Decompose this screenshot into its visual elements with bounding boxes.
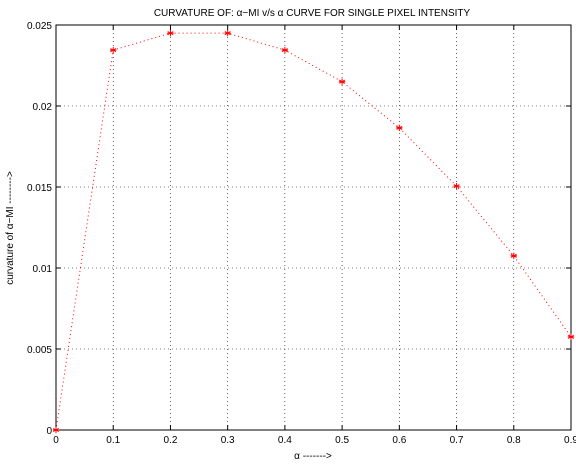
plot-area-frame: [55, 24, 572, 431]
y-tick-label: 0.015: [27, 183, 52, 194]
data-point-marker: [567, 333, 575, 341]
data-point-marker: [110, 46, 117, 54]
x-tick-label: 0.2: [163, 435, 177, 446]
data-series: [52, 29, 575, 434]
y-tick-label: 0.02: [33, 102, 53, 113]
data-point-marker: [167, 29, 174, 37]
x-tick-label: 0.6: [392, 435, 406, 446]
data-point-marker: [338, 78, 346, 85]
data-point-marker: [224, 29, 231, 37]
x-tick-label: 0.7: [450, 435, 464, 446]
data-point-marker: [281, 46, 289, 54]
data-point-marker: [510, 252, 517, 260]
x-tick-label: 0.1: [106, 435, 120, 446]
x-tick-label: 0.9: [564, 435, 576, 446]
x-tick-label: 0.8: [507, 435, 521, 446]
x-axis-label: α ------->: [294, 451, 332, 462]
x-tick-label: 0.3: [221, 435, 235, 446]
y-tick-label: 0.025: [27, 21, 52, 32]
x-tick-label: 0.5: [335, 435, 349, 446]
chart-title: CURVATURE OF: α−MI v/s α CURVE FOR SINGL…: [154, 8, 471, 19]
series-line: [55, 32, 572, 431]
grid: [56, 25, 571, 430]
y-tick-label: 0: [46, 426, 52, 437]
y-tick-label: 0.01: [33, 264, 53, 275]
y-tick-label: 0.005: [27, 345, 52, 356]
data-point-marker: [52, 426, 60, 434]
x-tick-label: 0.4: [278, 435, 292, 446]
data-point-marker: [453, 182, 460, 190]
axis-ticks: 0 0.1 0.2 0.3 0.4 0.5 0.6 0.7 0.8 0.9 0 0.005 0.01 0.…: [27, 21, 576, 446]
y-axis-label: curvature of α−MI -------->: [5, 171, 16, 285]
x-tick-label: 0: [53, 435, 59, 446]
data-point-marker: [396, 124, 403, 132]
